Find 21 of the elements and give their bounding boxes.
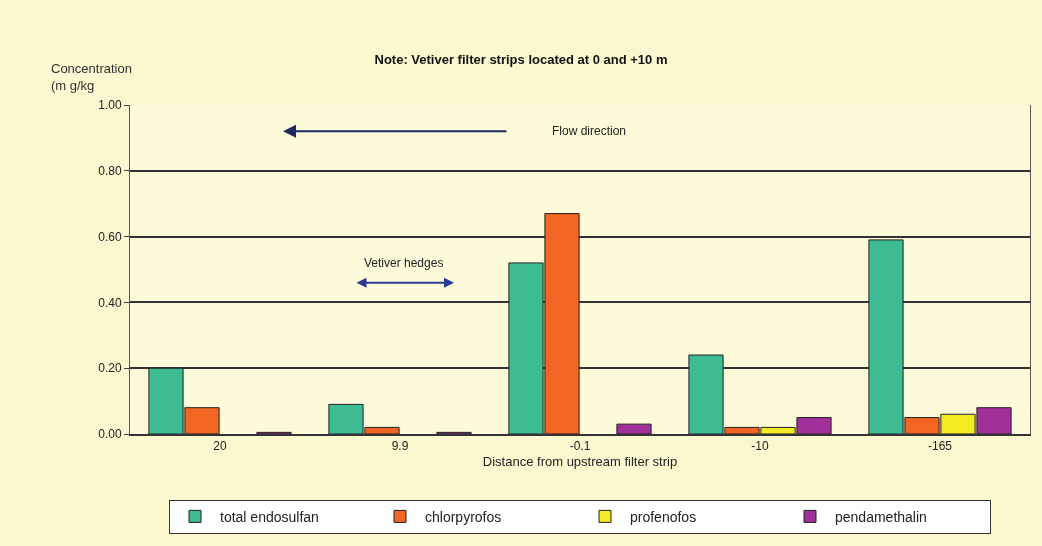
- y-axis-title: Concentration (m g/kg: [51, 61, 132, 93]
- y-tick-label: 0.00: [98, 427, 122, 442]
- y-tick-label: 0.40: [98, 295, 122, 310]
- y-tick-label: 0.80: [98, 164, 122, 178]
- legend-label: total endosulfan: [220, 508, 319, 525]
- x-tick-label: -0.1: [569, 439, 591, 454]
- x-tick-label: 9.9: [391, 439, 409, 454]
- legend-label: chlorpyrofos: [425, 508, 502, 525]
- chart-title: Note: Vetiver filter strips located at 0 and +10 m: [374, 51, 668, 67]
- x-tick-label: 20: [213, 439, 227, 454]
- x-axis-title: Distance from upstream filter strip: [482, 453, 678, 469]
- bar: [616, 423, 652, 434]
- x-tick-label: -10: [751, 439, 769, 454]
- x-tick-label: -165: [927, 439, 953, 454]
- y-tick-label: 0.60: [98, 229, 122, 244]
- annotation: Flow direction: [552, 124, 627, 138]
- y-tick-label: 0.20: [98, 361, 122, 376]
- y-tick-label: 1.00: [98, 98, 122, 113]
- annotation: Vetiver hedges: [364, 256, 444, 270]
- legend-label: pendamethalin: [835, 508, 927, 525]
- legend-label: profenofos: [630, 508, 697, 525]
